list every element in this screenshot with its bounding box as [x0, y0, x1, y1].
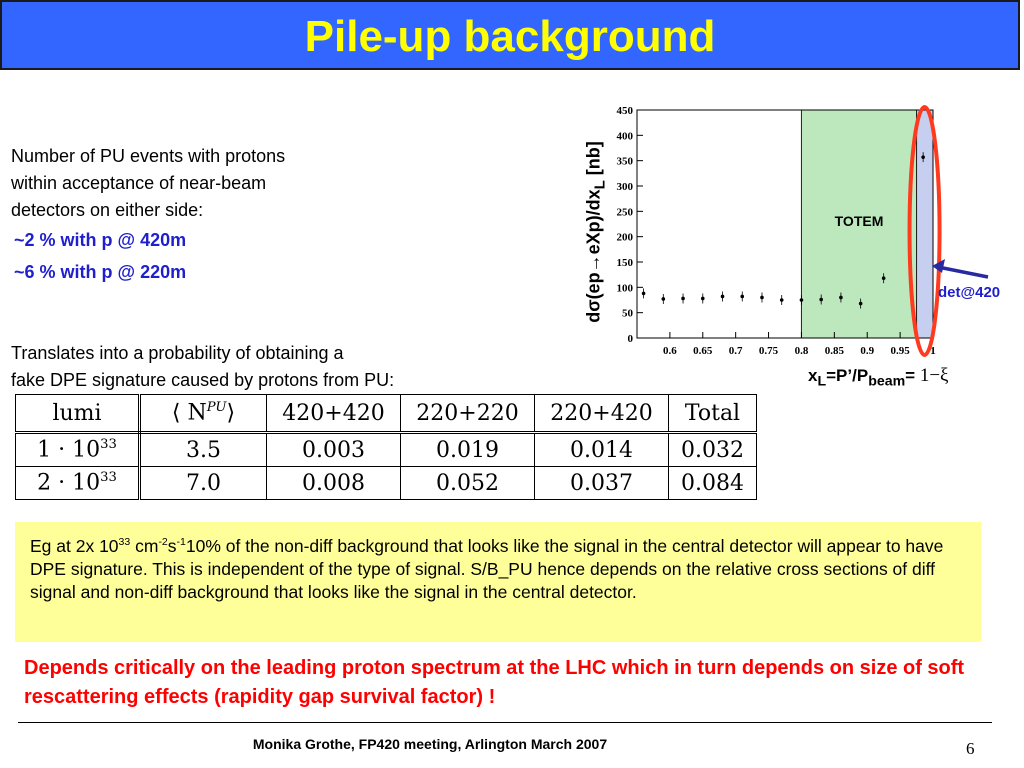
- header-total: Total: [668, 394, 757, 434]
- x-tick-label: 0.75: [759, 345, 779, 357]
- x-tick-label: 0.95: [890, 345, 910, 357]
- footer-text: Monika Grothe, FP420 meeting, Arlington …: [252, 736, 608, 752]
- warning-text: Depends critically on the leading proton…: [24, 657, 965, 708]
- cell-total: 0.032: [668, 432, 757, 467]
- translates-line-2: fake DPE signature caused by protons fro…: [11, 370, 395, 390]
- header-220-420: 220+420: [534, 394, 669, 434]
- totem-label: TOTEM: [835, 213, 884, 229]
- y-tick-label: 50: [622, 308, 634, 320]
- cell-220-420: 0.014: [534, 432, 669, 467]
- y-tick-label: 450: [617, 105, 634, 117]
- y-tick-label: 150: [617, 257, 634, 269]
- pu-line-3: detectors on either side:: [11, 200, 204, 220]
- y-tick-label: 300: [617, 181, 634, 193]
- plot-x-axis-label: xL=P’/Pbeam= 1−ξ: [808, 365, 949, 390]
- pu-line-2: within acceptance of near-beam: [11, 173, 267, 193]
- x-tick-label: 0.6: [663, 345, 677, 357]
- cell-220-220: 0.019: [400, 432, 535, 467]
- cell-420-420: 0.003: [266, 432, 401, 467]
- cell-220-220: 0.052: [400, 466, 535, 500]
- det420-region: [916, 109, 934, 339]
- x-tick-label: 0.8: [795, 345, 809, 357]
- det420-label: det@420: [938, 284, 1001, 301]
- y-tick-label: 0: [628, 333, 634, 345]
- y-tick-label: 100: [617, 282, 634, 294]
- title-bar: Pile-up background: [0, 0, 1020, 70]
- x-tick-label: 0.65: [693, 345, 713, 357]
- example-note-box: Eg at 2x 1033 cm-2s-110% of the non-diff…: [15, 522, 981, 642]
- y-tick-label: 350: [617, 156, 634, 168]
- cell-total: 0.084: [668, 466, 757, 500]
- x-tick-label: 1: [930, 345, 936, 357]
- data-points: [641, 152, 925, 309]
- translates-text: Translates into a probability of obtaini…: [11, 340, 394, 394]
- table-row: 1 · 1033 3.5 0.003 0.019 0.014 0.032: [15, 432, 757, 467]
- x-tick-label: 0.7: [729, 345, 743, 357]
- cross-section-plot: 0 50 100 150 200 250 300 350 400 450 0.6 0.65 0.7 0.7…: [617, 105, 989, 357]
- y-tick-label: 400: [617, 130, 634, 142]
- table-header-row: lumi ⟨ NPU⟩ 420+420 220+220 220+420 Tota…: [15, 394, 757, 434]
- cell-lumi: 1 · 1033: [15, 432, 141, 467]
- det420-highlight-ellipse: [907, 105, 942, 357]
- cell-420-420: 0.008: [266, 466, 401, 500]
- cell-npu: 3.5: [139, 432, 267, 467]
- translates-line-1: Translates into a probability of obtaini…: [11, 343, 344, 363]
- pu-item-220: ~6 % with p @ 220m: [14, 262, 187, 282]
- pu-line-1: Number of PU events with protons: [11, 146, 286, 166]
- cell-npu: 7.0: [139, 466, 267, 500]
- probability-table: lumi ⟨ NPU⟩ 420+420 220+220 220+420 Tota…: [15, 394, 757, 500]
- x-tick-label: 0.85: [825, 345, 845, 357]
- arrow-icon: [932, 259, 989, 279]
- cell-220-420: 0.037: [534, 466, 669, 500]
- x-tick-label: 0.9: [860, 345, 874, 357]
- cell-lumi: 2 · 1033: [15, 466, 141, 500]
- y-tick-label: 200: [617, 232, 634, 244]
- page-number: 6: [966, 739, 975, 758]
- header-220-220: 220+220: [400, 394, 535, 434]
- axis-ticks: 0 50 100 150 200 250 300 350 400 450 0.6 0.65 0.7 0.7…: [617, 105, 936, 357]
- pu-item-420: ~2 % with p @ 420m: [14, 230, 187, 250]
- pu-events-text: Number of PU events with protons within …: [11, 143, 285, 288]
- footer-divider: [18, 722, 992, 723]
- table-row: 2 · 1033 7.0 0.008 0.052 0.037 0.084: [15, 466, 757, 500]
- header-lumi: lumi: [15, 394, 141, 434]
- y-tick-label: 250: [617, 206, 634, 218]
- header-npu: ⟨ NPU⟩: [139, 394, 267, 434]
- header-420-420: 420+420: [266, 394, 401, 434]
- slide-title: Pile-up background: [304, 12, 716, 61]
- plot-frame: [636, 109, 934, 339]
